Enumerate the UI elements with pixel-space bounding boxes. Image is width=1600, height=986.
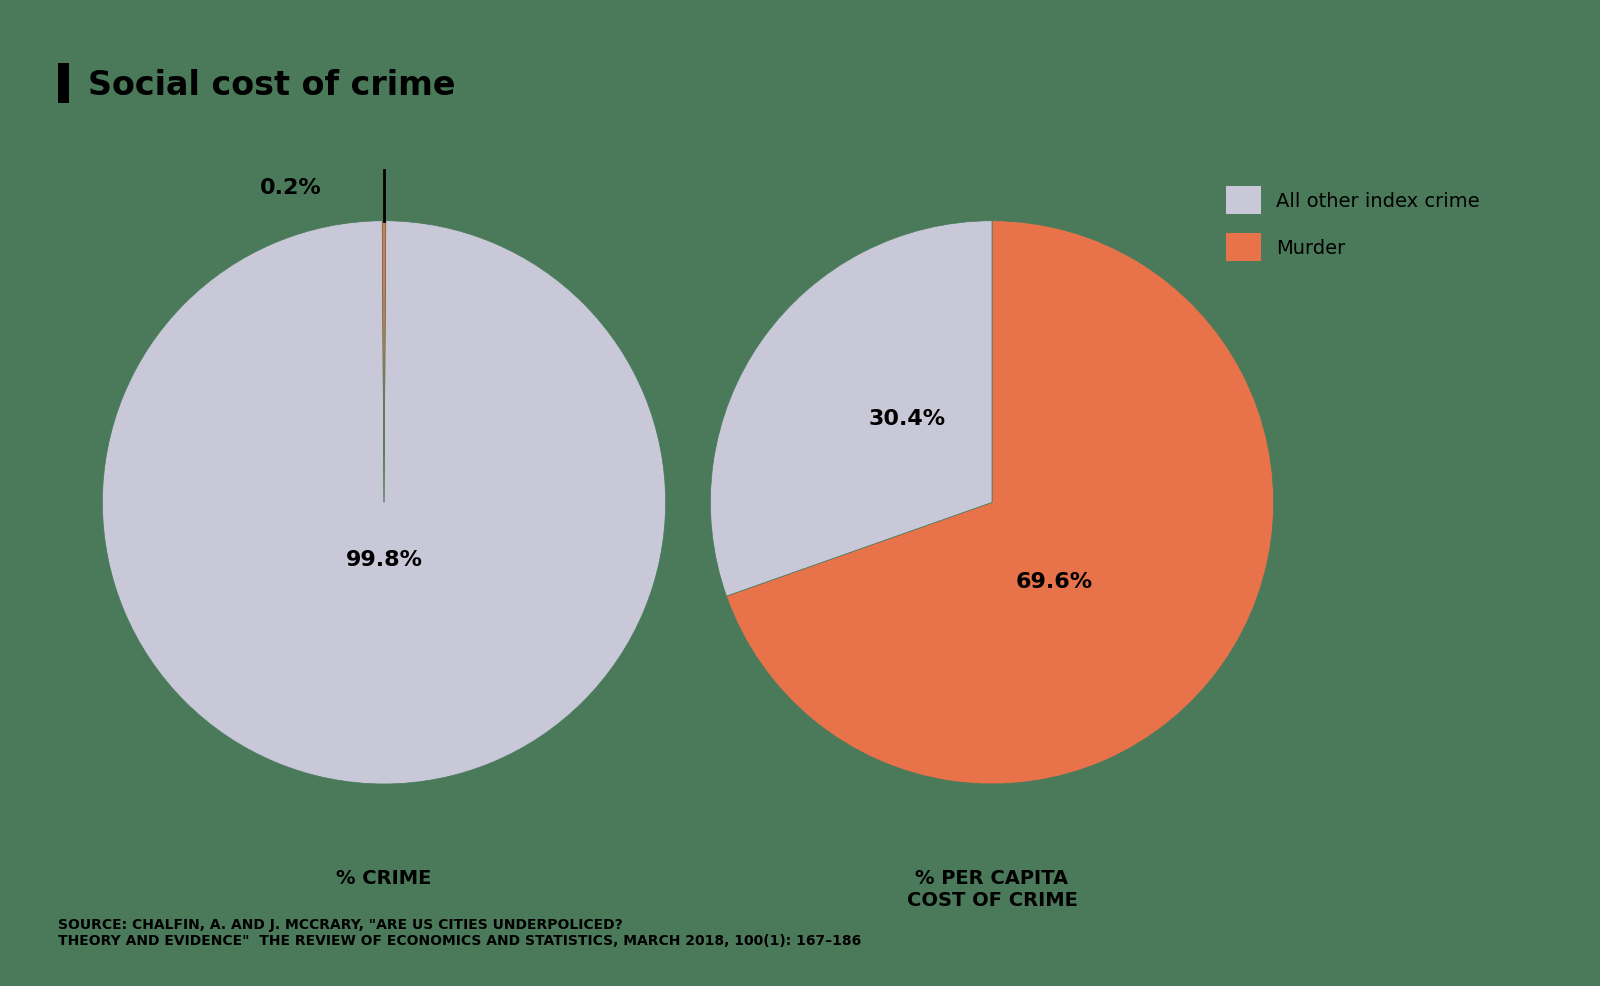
Wedge shape bbox=[382, 222, 386, 503]
Text: 99.8%: 99.8% bbox=[346, 549, 422, 569]
Text: SOURCE: CHALFIN, A. AND J. MCCRARY, "ARE US CITIES UNDERPOLICED?
THEORY AND EVID: SOURCE: CHALFIN, A. AND J. MCCRARY, "ARE… bbox=[58, 917, 861, 948]
Wedge shape bbox=[710, 222, 992, 597]
Text: 0.2%: 0.2% bbox=[261, 177, 322, 198]
Wedge shape bbox=[102, 222, 666, 784]
Wedge shape bbox=[726, 222, 1274, 784]
Text: % PER CAPITA
COST OF CRIME: % PER CAPITA COST OF CRIME bbox=[907, 869, 1077, 909]
Text: 30.4%: 30.4% bbox=[869, 408, 946, 429]
Text: % CRIME: % CRIME bbox=[336, 869, 432, 887]
Legend: All other index crime, Murder: All other index crime, Murder bbox=[1226, 187, 1480, 261]
Text: Social cost of crime: Social cost of crime bbox=[88, 69, 456, 102]
Text: 69.6%: 69.6% bbox=[1016, 572, 1093, 592]
